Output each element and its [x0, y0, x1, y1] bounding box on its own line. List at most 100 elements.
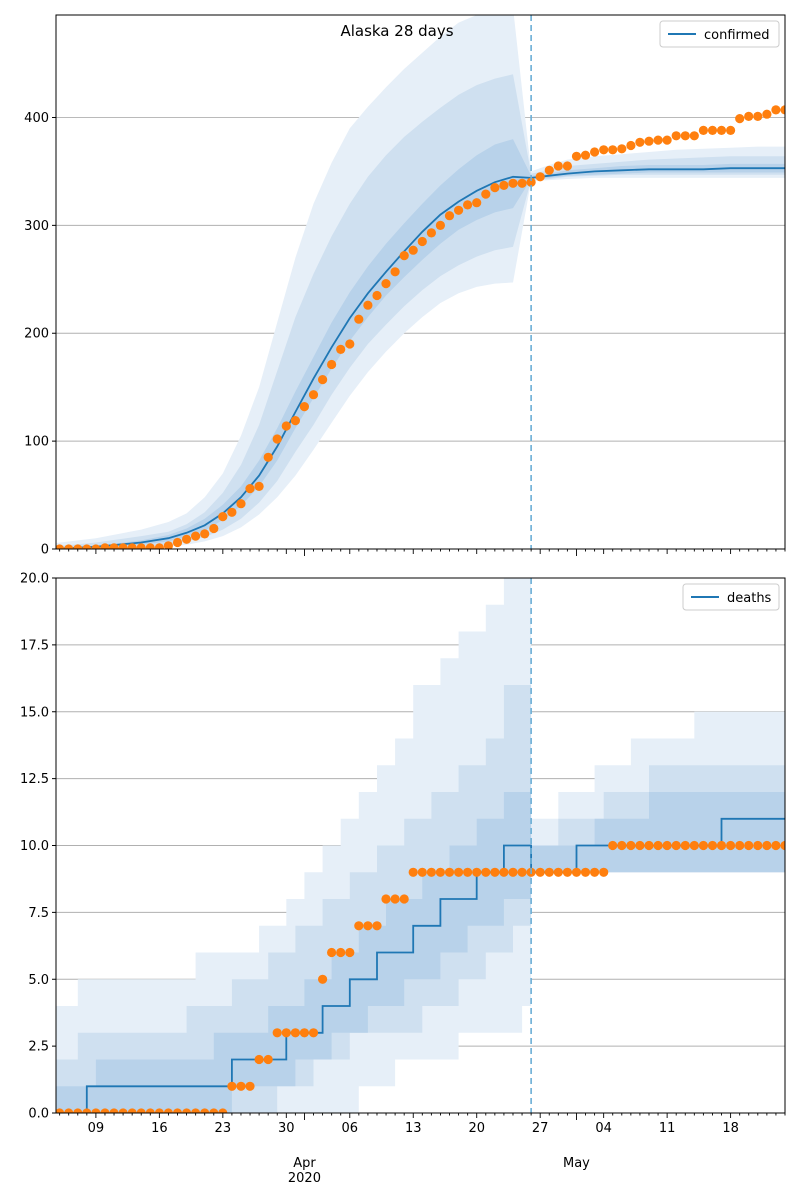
observed-point: [82, 544, 92, 549]
observed-point: [172, 537, 183, 548]
x-tick-label: 30: [278, 1121, 295, 1136]
observed-point: [481, 189, 491, 199]
observed-point: [191, 531, 201, 541]
y-tick-label: 0: [41, 543, 49, 558]
observed-point: [490, 183, 500, 193]
observed-point: [698, 840, 709, 851]
observed-point: [254, 481, 264, 491]
observed-point: [535, 867, 545, 877]
observed-point: [726, 840, 736, 851]
legend-box: [659, 20, 780, 48]
observed-point: [617, 840, 627, 851]
observed-point: [698, 125, 709, 135]
observed-point: [218, 1108, 228, 1113]
observed-point: [571, 867, 582, 877]
observed-point: [444, 211, 455, 221]
observed-point: [118, 1108, 128, 1113]
observed-point: [762, 109, 772, 119]
x-month-label: Apr: [293, 1156, 316, 1171]
observed-point: [580, 867, 591, 877]
legend-deaths: deaths: [682, 583, 780, 611]
observed-point: [281, 421, 291, 431]
observed-point: [154, 543, 164, 549]
observed-point: [608, 840, 618, 851]
band-middle: [56, 74, 785, 549]
observed-point: [182, 1108, 192, 1113]
observed-point: [707, 125, 718, 135]
observed-point: [245, 484, 255, 494]
observed-point: [191, 1108, 201, 1113]
observed-point: [517, 178, 527, 188]
observed-point: [499, 180, 509, 190]
observed-point: [64, 544, 74, 549]
observed-point: [236, 499, 246, 509]
observed-point: [599, 867, 609, 877]
x-tick-label: 09: [88, 1121, 105, 1136]
chart-title: Alaska 28 days: [340, 22, 453, 40]
observed-point: [680, 840, 690, 851]
observed-point: [408, 867, 418, 877]
observed-point: [463, 200, 473, 210]
observed-point: [372, 921, 382, 931]
observed-point: [200, 1108, 210, 1113]
observed-point: [535, 172, 545, 182]
observed-point: [544, 165, 554, 175]
observed-point: [227, 1081, 237, 1091]
observed-point: [345, 947, 355, 958]
observed-point: [109, 543, 119, 549]
observed-point: [771, 105, 781, 115]
observed-point: [417, 236, 427, 247]
observed-point: [426, 228, 436, 238]
legend-confirmed: confirmed: [659, 20, 780, 48]
observed-point: [118, 543, 128, 549]
observed-point: [73, 1108, 83, 1113]
observed-point: [716, 125, 727, 135]
observed-point: [653, 135, 663, 145]
legend-box: [682, 583, 780, 611]
observed-point: [299, 402, 309, 412]
observed-point: [735, 114, 745, 124]
observed-point: [182, 534, 192, 544]
observed-point: [56, 1108, 65, 1113]
observed-point: [626, 140, 636, 151]
observed-point: [254, 1054, 264, 1065]
x-tick-label: 18: [722, 1121, 739, 1136]
observed-point: [753, 840, 763, 851]
observed-point: [272, 1028, 282, 1038]
observed-point: [163, 541, 173, 549]
observed-point: [716, 840, 727, 851]
observed-point: [299, 1028, 309, 1038]
observed-point: [163, 1108, 173, 1113]
observed-point: [780, 840, 785, 851]
observed-point: [472, 867, 482, 877]
observed-point: [408, 245, 418, 255]
observed-point: [544, 867, 554, 877]
y-tick-label: 100: [24, 435, 49, 450]
observed-point: [454, 205, 464, 215]
observed-point: [336, 947, 346, 958]
legend-label: confirmed: [704, 28, 770, 43]
observed-point: [644, 840, 654, 851]
observed-point: [363, 300, 373, 310]
observed-point: [145, 543, 155, 549]
observed-point: [56, 544, 65, 549]
observed-point: [91, 544, 101, 549]
observed-point: [318, 974, 328, 984]
observed-point: [608, 145, 618, 155]
observed-point: [354, 314, 364, 324]
observed-point: [200, 529, 210, 539]
observed-point: [553, 867, 563, 877]
observed-point: [236, 1081, 246, 1091]
observed-point: [726, 125, 736, 135]
observed-point: [363, 921, 373, 931]
observed-point: [635, 137, 645, 147]
observed-point: [517, 867, 527, 877]
observed-point: [290, 1028, 300, 1038]
observed-point: [481, 867, 491, 877]
observed-point: [744, 111, 754, 121]
observed-point: [227, 507, 237, 517]
observed-point: [136, 543, 146, 549]
observed-point: [417, 867, 427, 877]
x-tick-label: 16: [151, 1121, 168, 1136]
